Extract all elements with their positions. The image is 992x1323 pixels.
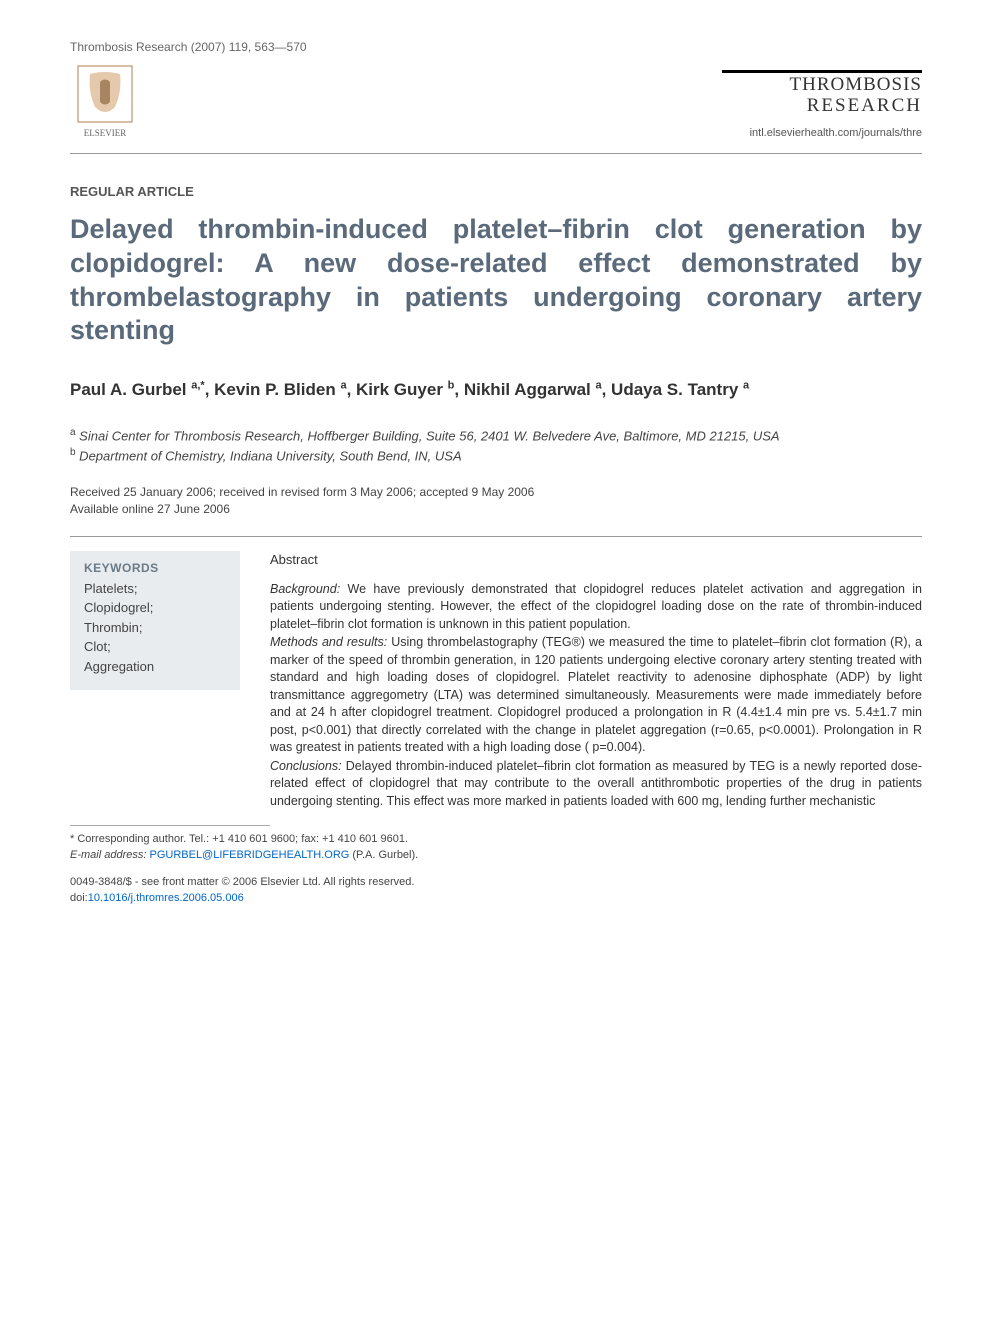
keyword-item: Clot;	[84, 637, 226, 657]
abstract-heading: Abstract	[270, 551, 922, 569]
keyword-item: Thrombin;	[84, 618, 226, 638]
abstract-section: Conclusions: Delayed thrombin-induced pl…	[270, 758, 922, 811]
keywords-heading: KEYWORDS	[84, 561, 226, 575]
affiliation: a Sinai Center for Thrombosis Research, …	[70, 426, 922, 446]
abstract-section: Methods and results: Using thrombelastog…	[270, 634, 922, 757]
keywords-list: Platelets;Clopidogrel;Thrombin;Clot;Aggr…	[84, 579, 226, 677]
corresponding-email[interactable]: PGURBEL@LIFEBRIDGEHEALTH.ORG	[149, 849, 349, 861]
abstract: Abstract Background: We have previously …	[270, 551, 922, 812]
elsevier-logo: ELSEVIER	[70, 62, 140, 147]
divider-top	[70, 153, 922, 154]
abstract-section-label: Methods and results:	[270, 635, 387, 649]
corresponding-author-note: * Corresponding author. Tel.: +1 410 601…	[70, 832, 922, 863]
abstract-section-text: We have previously demonstrated that clo…	[270, 582, 922, 631]
abstract-section-text: Using thrombelastography (TEG®) we measu…	[270, 635, 922, 754]
keyword-item: Platelets;	[84, 579, 226, 599]
abstract-section-text: Delayed thrombin-induced platelet–fibrin…	[270, 759, 922, 808]
doi-link[interactable]: 10.1016/j.thromres.2006.05.006	[88, 892, 244, 904]
doi-prefix: doi:	[70, 892, 88, 904]
keyword-item: Clopidogrel;	[84, 598, 226, 618]
authors: Paul A. Gurbel a,*, Kevin P. Bliden a, K…	[70, 378, 922, 402]
dates-online: Available online 27 June 2006	[70, 501, 922, 518]
article-type: REGULAR ARTICLE	[70, 184, 922, 199]
email-label: E-mail address:	[70, 849, 146, 861]
email-suffix: (P.A. Gurbel).	[352, 849, 418, 861]
corresponding-line: * Corresponding author. Tel.: +1 410 601…	[70, 832, 922, 847]
journal-url[interactable]: intl.elsevierhealth.com/journals/thre	[722, 127, 922, 139]
copyright-text: 0049-3848/$ - see front matter © 2006 El…	[70, 875, 922, 890]
article-dates: Received 25 January 2006; received in re…	[70, 484, 922, 518]
keyword-item: Aggregation	[84, 657, 226, 677]
affiliation: b Department of Chemistry, Indiana Unive…	[70, 446, 922, 466]
keywords-box: KEYWORDS Platelets;Clopidogrel;Thrombin;…	[70, 551, 240, 691]
article-title: Delayed thrombin-induced platelet–fibrin…	[70, 213, 922, 348]
abstract-section: Background: We have previously demonstra…	[270, 581, 922, 634]
svg-text:ELSEVIER: ELSEVIER	[84, 128, 127, 138]
dates-received: Received 25 January 2006; received in re…	[70, 484, 922, 501]
divider-footer	[70, 825, 270, 826]
divider-mid	[70, 536, 922, 537]
journal-title-line2: RESEARCH	[722, 95, 922, 117]
journal-logo: THROMBOSIS RESEARCH intl.elsevierhealth.…	[722, 70, 922, 140]
abstract-section-label: Background:	[270, 582, 340, 596]
journal-citation: Thrombosis Research (2007) 119, 563—570	[70, 40, 307, 54]
abstract-section-label: Conclusions:	[270, 759, 342, 773]
copyright-block: 0049-3848/$ - see front matter © 2006 El…	[70, 875, 922, 906]
journal-title-line1: THROMBOSIS	[722, 75, 922, 96]
affiliations: a Sinai Center for Thrombosis Research, …	[70, 426, 922, 466]
